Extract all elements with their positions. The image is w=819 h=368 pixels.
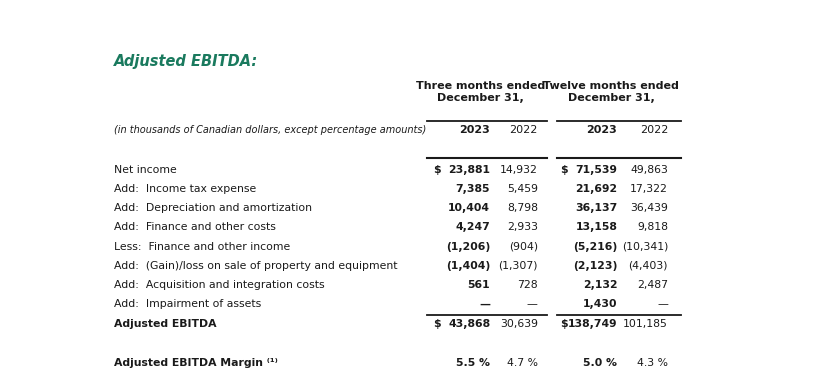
Text: 13,158: 13,158 [575, 222, 617, 233]
Text: 4.7 %: 4.7 % [506, 358, 537, 368]
Text: 8,798: 8,798 [506, 203, 537, 213]
Text: $: $ [559, 319, 567, 329]
Text: $: $ [432, 164, 440, 174]
Text: Net income: Net income [114, 164, 176, 174]
Text: $: $ [432, 319, 440, 329]
Text: 30,639: 30,639 [500, 319, 537, 329]
Text: 138,749: 138,749 [567, 319, 617, 329]
Text: 1,430: 1,430 [582, 300, 617, 309]
Text: 23,881: 23,881 [448, 164, 490, 174]
Text: (1,206): (1,206) [446, 242, 490, 252]
Text: Add:  Impairment of assets: Add: Impairment of assets [114, 300, 261, 309]
Text: 21,692: 21,692 [574, 184, 617, 194]
Text: Add:  Finance and other costs: Add: Finance and other costs [114, 222, 275, 233]
Text: (904): (904) [508, 242, 537, 252]
Text: 2023: 2023 [459, 125, 490, 135]
Text: Add:  Acquisition and integration costs: Add: Acquisition and integration costs [114, 280, 324, 290]
Text: 5.0 %: 5.0 % [582, 358, 617, 368]
Text: 561: 561 [467, 280, 490, 290]
Text: 728: 728 [517, 280, 537, 290]
Text: 4,247: 4,247 [455, 222, 490, 233]
Text: Three months ended
December 31,: Three months ended December 31, [415, 81, 545, 103]
Text: 36,439: 36,439 [630, 203, 667, 213]
Text: (1,307): (1,307) [498, 261, 537, 271]
Text: 2,933: 2,933 [506, 222, 537, 233]
Text: (2,123): (2,123) [572, 261, 617, 271]
Text: 49,863: 49,863 [630, 164, 667, 174]
Text: Add:  (Gain)/loss on sale of property and equipment: Add: (Gain)/loss on sale of property and… [114, 261, 397, 271]
Text: 2023: 2023 [586, 125, 617, 135]
Text: 101,185: 101,185 [622, 319, 667, 329]
Text: (1,404): (1,404) [446, 261, 490, 271]
Text: 5,459: 5,459 [506, 184, 537, 194]
Text: Adjusted EBITDA:: Adjusted EBITDA: [114, 54, 258, 69]
Text: 2022: 2022 [639, 125, 667, 135]
Text: (5,216): (5,216) [572, 242, 617, 252]
Text: (in thousands of Canadian dollars, except percentage amounts): (in thousands of Canadian dollars, excep… [114, 125, 426, 135]
Text: 7,385: 7,385 [455, 184, 490, 194]
Text: (10,341): (10,341) [621, 242, 667, 252]
Text: (4,403): (4,403) [628, 261, 667, 271]
Text: Add:  Depreciation and amortization: Add: Depreciation and amortization [114, 203, 311, 213]
Text: 10,404: 10,404 [448, 203, 490, 213]
Text: $: $ [559, 164, 567, 174]
Text: —: — [527, 300, 537, 309]
Text: 14,932: 14,932 [500, 164, 537, 174]
Text: 17,322: 17,322 [630, 184, 667, 194]
Text: 2,487: 2,487 [636, 280, 667, 290]
Text: 2022: 2022 [509, 125, 537, 135]
Text: 36,137: 36,137 [574, 203, 617, 213]
Text: —: — [478, 300, 490, 309]
Text: Adjusted EBITDA Margin ⁽¹⁾: Adjusted EBITDA Margin ⁽¹⁾ [114, 358, 278, 368]
Text: 43,868: 43,868 [447, 319, 490, 329]
Text: 2,132: 2,132 [582, 280, 617, 290]
Text: 5.5 %: 5.5 % [455, 358, 490, 368]
Text: Twelve months ended
December 31,: Twelve months ended December 31, [542, 81, 678, 103]
Text: Adjusted EBITDA: Adjusted EBITDA [114, 319, 216, 329]
Text: 4.3 %: 4.3 % [636, 358, 667, 368]
Text: 71,539: 71,539 [575, 164, 617, 174]
Text: Less:  Finance and other income: Less: Finance and other income [114, 242, 290, 252]
Text: Add:  Income tax expense: Add: Income tax expense [114, 184, 256, 194]
Text: 9,818: 9,818 [636, 222, 667, 233]
Text: —: — [656, 300, 667, 309]
